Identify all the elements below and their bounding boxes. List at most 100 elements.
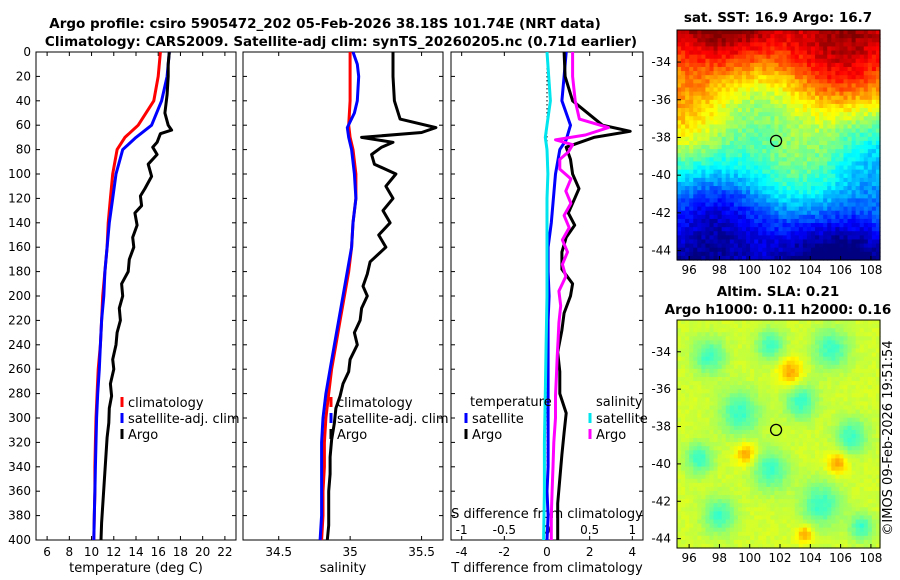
map-cell — [855, 214, 861, 220]
map-cell — [762, 320, 767, 325]
map-cell — [766, 397, 771, 403]
map-cell — [851, 79, 857, 84]
map-cell — [827, 202, 832, 208]
sla-map-title-line2: Argo h1000: 0.11 h2000: 0.16 — [665, 302, 892, 318]
map-cell — [871, 214, 877, 220]
map-cell — [697, 340, 702, 346]
map-cell — [746, 348, 751, 354]
map-cell — [770, 145, 776, 150]
map-cell — [754, 320, 759, 325]
map-cell — [758, 58, 763, 64]
map-cell — [831, 58, 836, 64]
map-cell — [851, 58, 857, 64]
map-cell — [713, 124, 719, 130]
map-cell — [689, 446, 694, 451]
map-cell — [746, 413, 751, 419]
map-cell — [689, 79, 694, 84]
map-cell — [701, 46, 707, 52]
map-cell — [875, 401, 881, 407]
map-cell — [681, 42, 686, 48]
map-cell — [802, 368, 808, 374]
map-cell — [689, 328, 694, 333]
map-cell — [705, 360, 711, 366]
x-tick-label: 22 — [217, 545, 232, 559]
map-cell — [839, 108, 845, 113]
map-cell — [835, 186, 840, 191]
map-cell — [778, 458, 784, 464]
map-cell — [819, 446, 824, 451]
map-cell — [847, 206, 853, 212]
map-cell — [774, 186, 780, 191]
map-cell — [705, 30, 711, 35]
map-cell — [721, 442, 727, 447]
map-cell — [705, 397, 711, 403]
map-cell — [741, 54, 747, 60]
map-cell — [827, 255, 832, 261]
map-cell — [794, 165, 800, 171]
map-cell — [835, 446, 840, 451]
map-cell — [843, 181, 849, 187]
map-cell — [774, 401, 780, 407]
map-cell — [737, 87, 743, 93]
map-cell — [762, 157, 767, 163]
map-cell — [689, 368, 694, 374]
map-cell — [819, 66, 824, 72]
map-cell — [681, 255, 686, 261]
map-cell — [815, 446, 820, 451]
map-cell — [798, 140, 804, 146]
map-cell — [827, 336, 832, 341]
map-cell — [746, 202, 751, 208]
map-cell — [770, 364, 776, 370]
map-cell — [754, 328, 759, 333]
map-cell — [750, 381, 755, 386]
map-cell — [693, 218, 698, 224]
map-cell — [867, 381, 873, 386]
map-cell — [701, 474, 707, 480]
map-cell — [851, 417, 857, 423]
map-cell — [697, 320, 702, 325]
map-cell — [681, 83, 686, 89]
map-cell — [774, 30, 780, 35]
map-cell — [677, 425, 682, 431]
map-cell — [774, 169, 780, 175]
map-cell — [770, 243, 776, 249]
map-cell — [859, 462, 865, 468]
map-cell — [782, 181, 788, 187]
map-cell — [827, 344, 832, 350]
map-cell — [827, 149, 832, 154]
map-cell — [835, 466, 840, 472]
map-cell — [863, 405, 869, 411]
difference-temperature-satellite-line — [545, 51, 572, 541]
map-cell — [721, 95, 727, 101]
map-cell — [693, 324, 698, 329]
map-cell — [815, 235, 820, 241]
map-cell — [725, 401, 731, 407]
map-cell — [754, 34, 759, 39]
map-cell — [713, 320, 719, 325]
map-cell — [697, 50, 702, 56]
map-cell — [794, 116, 800, 121]
map-cell — [770, 434, 776, 439]
map-cell — [871, 405, 877, 411]
map-cell — [790, 409, 796, 415]
map-cell — [827, 116, 832, 121]
map-cell — [685, 58, 690, 64]
map-cell — [685, 442, 690, 447]
map-cell — [831, 103, 836, 109]
map-cell — [685, 62, 690, 68]
map-cell — [815, 393, 820, 398]
map-cell — [875, 458, 881, 464]
map-cell — [867, 62, 873, 68]
map-cell — [758, 389, 763, 394]
map-cell — [729, 124, 735, 130]
map-cell — [677, 344, 682, 350]
map-cell — [713, 328, 719, 333]
map-cell — [815, 434, 820, 439]
map-cell — [810, 91, 816, 97]
map-cell — [729, 417, 735, 423]
map-cell — [851, 425, 857, 431]
map-cell — [758, 438, 763, 443]
map-cell — [847, 466, 853, 472]
map-cell — [709, 421, 715, 427]
map-cell — [823, 103, 828, 109]
